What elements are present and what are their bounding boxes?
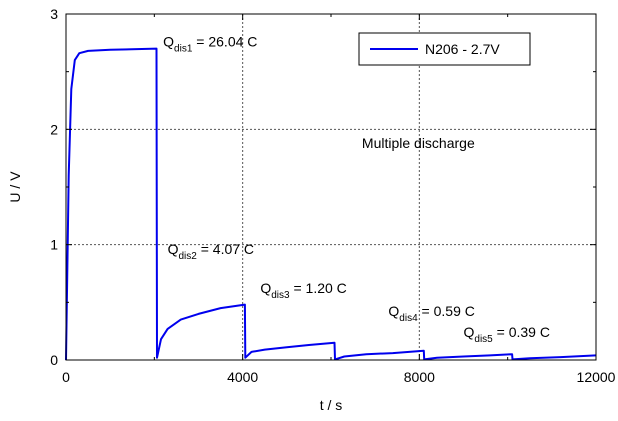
plot-frame bbox=[65, 13, 597, 361]
annotation: Qdis3 = 1.20 C bbox=[260, 280, 346, 301]
legend: N206 - 2.7V bbox=[358, 32, 531, 66]
x-tick-label: 4000 bbox=[227, 369, 258, 385]
annotation: Qdis1 = 26.04 C bbox=[163, 33, 257, 54]
grid bbox=[66, 14, 596, 360]
annotation: Multiple discharge bbox=[362, 135, 475, 151]
annotation: Qdis4 = 0.59 C bbox=[388, 303, 474, 324]
annotation: Qdis2 = 4.07 C bbox=[168, 241, 254, 262]
x-tick-label: 0 bbox=[62, 369, 70, 385]
y-tick-label: 2 bbox=[50, 121, 58, 137]
y-tick-label: 1 bbox=[50, 237, 58, 253]
y-axis-label: U / V bbox=[7, 171, 23, 203]
legend-label: N206 - 2.7V bbox=[425, 41, 500, 57]
annotations: Qdis1 = 26.04 C Qdis2 = 4.07 C Qdis3 = 1.2… bbox=[163, 33, 550, 345]
y-tick-label: 0 bbox=[50, 352, 58, 368]
x-tick-label: 8000 bbox=[404, 369, 435, 385]
series-line bbox=[65, 47, 597, 361]
y-tick-label: 3 bbox=[50, 6, 58, 22]
annotation: Qdis5 = 0.39 C bbox=[464, 324, 550, 345]
x-axis-label: t / s bbox=[320, 397, 343, 413]
series-layer bbox=[65, 47, 597, 361]
x-tick-label: 12000 bbox=[577, 369, 616, 385]
ticks: 0 4000 8000 12000 0 1 2 3 bbox=[50, 6, 615, 385]
